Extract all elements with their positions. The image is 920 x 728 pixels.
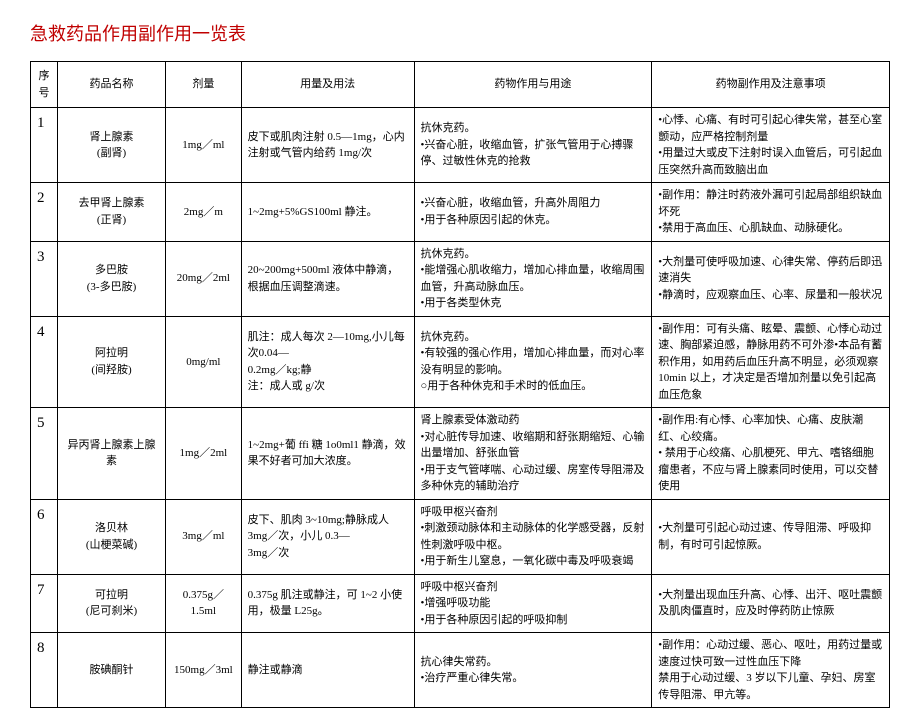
- cell-side: •副作用：可有头痛、眩晕、震颤、心悸心动过速、胸部紧迫感，静脉用药不可外渗•本品…: [652, 316, 890, 408]
- cell-usage: 20~200mg+500ml 液体中静滴，根据血压调整滴速。: [241, 241, 414, 316]
- cell-seq: 2: [31, 183, 58, 242]
- cell-side: •副作用:有心悸、心率加快、心痛、皮肤潮红、心绞痛。• 禁用于心绞痛、心肌梗死、…: [652, 408, 890, 500]
- cell-usage: 肌注：成人每次 2—10mg,小儿每次0.04—0.2mg／kg;静注：成人或 …: [241, 316, 414, 408]
- cell-seq: 6: [31, 499, 58, 574]
- cell-usage: 皮下或肌肉注射 0.5—1mg，心内注射或气管内给药 1mg/次: [241, 108, 414, 183]
- cell-seq: 3: [31, 241, 58, 316]
- cell-dose: 0mg/ml: [166, 316, 242, 408]
- table-row: 1肾上腺素(副肾)1mg／ml皮下或肌肉注射 0.5—1mg，心内注射或气管内给…: [31, 108, 890, 183]
- cell-dose: 2mg／m: [166, 183, 242, 242]
- header-usage: 用量及用法: [241, 62, 414, 108]
- cell-usage: 静注或静滴: [241, 633, 414, 708]
- cell-seq: 7: [31, 574, 58, 633]
- cell-dose: 3mg／ml: [166, 499, 242, 574]
- table-row: 3多巴胺(3-多巴胺)20mg／2ml20~200mg+500ml 液体中静滴，…: [31, 241, 890, 316]
- cell-side: •心悸、心痛、有时可引起心律失常，甚至心室颤动，应严格控制剂量•用量过大或皮下注…: [652, 108, 890, 183]
- cell-dose: 0.375g／1.5ml: [166, 574, 242, 633]
- cell-effect: 抗休克药。•有较强的强心作用，增加心排血量，而对心率没有明显的影响。○用于各种休…: [414, 316, 652, 408]
- cell-side: •副作用：静注时药液外漏可引起局部组织缺血坏死•禁用于高血压、心肌缺血、动脉硬化…: [652, 183, 890, 242]
- cell-seq: 8: [31, 633, 58, 708]
- cell-dose: 20mg／2ml: [166, 241, 242, 316]
- cell-name: 异丙肾上腺素上腺素: [58, 408, 166, 500]
- header-row: 序号 药品名称 剂量 用量及用法 药物作用与用途 药物副作用及注意事项: [31, 62, 890, 108]
- cell-effect: 呼吸甲枢兴奋剂•刺激颈动脉体和主动脉体的化学感受器，反射性刺激呼吸中枢。•用于新…: [414, 499, 652, 574]
- header-seq: 序号: [31, 62, 58, 108]
- table-row: 8胺碘酮针150mg／3ml静注或静滴抗心律失常药。•治疗严重心律失常。•副作用…: [31, 633, 890, 708]
- cell-dose: 1mg／ml: [166, 108, 242, 183]
- header-dose: 剂量: [166, 62, 242, 108]
- cell-seq: 4: [31, 316, 58, 408]
- cell-effect: 抗心律失常药。•治疗严重心律失常。: [414, 633, 652, 708]
- cell-name: 肾上腺素(副肾): [58, 108, 166, 183]
- table-row: 2去甲肾上腺素(正肾)2mg／m1~2mg+5%GS100ml 静注。•兴奋心脏…: [31, 183, 890, 242]
- cell-name: 胺碘酮针: [58, 633, 166, 708]
- table-row: 5异丙肾上腺素上腺素1mg／2ml1~2mg+葡 ffi 糖 1o0ml1 静滴…: [31, 408, 890, 500]
- cell-usage: 0.375g 肌注或静注，可 1~2 小使用，极量 L25g。: [241, 574, 414, 633]
- cell-effect: •兴奋心脏，收缩血管，升高外周阻力•用于各种原因引起的休克。: [414, 183, 652, 242]
- header-effect: 药物作用与用途: [414, 62, 652, 108]
- cell-effect: 抗休克药。•兴奋心脏，收缩血管，扩张气管用于心搏骤停、过敏性休克的抢救: [414, 108, 652, 183]
- cell-name: 去甲肾上腺素(正肾): [58, 183, 166, 242]
- page-title: 急救药品作用副作用一览表: [30, 20, 890, 46]
- cell-effect: 肾上腺素受体激动药•对心脏传导加速、收缩期和舒张期缩短、心输出量增加、舒张血管•…: [414, 408, 652, 500]
- table-row: 4阿拉明(间羟胺)0mg/ml肌注：成人每次 2—10mg,小儿每次0.04—0…: [31, 316, 890, 408]
- table-row: 7可拉明(尼可刹米)0.375g／1.5ml0.375g 肌注或静注，可 1~2…: [31, 574, 890, 633]
- header-name: 药品名称: [58, 62, 166, 108]
- cell-side: •大剂量可使呼吸加速、心律失常、停药后即迅速消失•静滴时，应观察血压、心率、尿量…: [652, 241, 890, 316]
- cell-name: 可拉明(尼可刹米): [58, 574, 166, 633]
- cell-side: •大剂量可引起心动过速、传导阻滞、呼吸抑制，有时可引起惊厥。: [652, 499, 890, 574]
- drug-table: 序号 药品名称 剂量 用量及用法 药物作用与用途 药物副作用及注意事项 1肾上腺…: [30, 61, 890, 708]
- cell-seq: 1: [31, 108, 58, 183]
- cell-usage: 1~2mg+5%GS100ml 静注。: [241, 183, 414, 242]
- header-side: 药物副作用及注意事项: [652, 62, 890, 108]
- cell-seq: 5: [31, 408, 58, 500]
- cell-dose: 150mg／3ml: [166, 633, 242, 708]
- cell-dose: 1mg／2ml: [166, 408, 242, 500]
- table-row: 6洛贝林(山梗菜碱)3mg／ml皮下、肌肉 3~10mg;静脉成人3mg／次，小…: [31, 499, 890, 574]
- cell-effect: 抗休克药。•能增强心肌收缩力，增加心排血量，收缩周围血管，升高动脉血压。•用于各…: [414, 241, 652, 316]
- cell-effect: 呼吸中枢兴奋剂•增强呼吸功能•用于各种原因引起的呼吸抑制: [414, 574, 652, 633]
- cell-name: 洛贝林(山梗菜碱): [58, 499, 166, 574]
- cell-usage: 皮下、肌肉 3~10mg;静脉成人3mg／次，小儿 0.3—3mg／次: [241, 499, 414, 574]
- cell-side: •大剂量出现血压升高、心悸、出汗、呕吐震颤及肌肉僵直时，应及时停药防止惊厥: [652, 574, 890, 633]
- cell-usage: 1~2mg+葡 ffi 糖 1o0ml1 静滴，效果不好者可加大浓度。: [241, 408, 414, 500]
- cell-name: 多巴胺(3-多巴胺): [58, 241, 166, 316]
- cell-side: •副作用：心动过缓、恶心、呕吐，用药过量或速度过快可致一过性血压下降 禁用于心动…: [652, 633, 890, 708]
- cell-name: 阿拉明(间羟胺): [58, 316, 166, 408]
